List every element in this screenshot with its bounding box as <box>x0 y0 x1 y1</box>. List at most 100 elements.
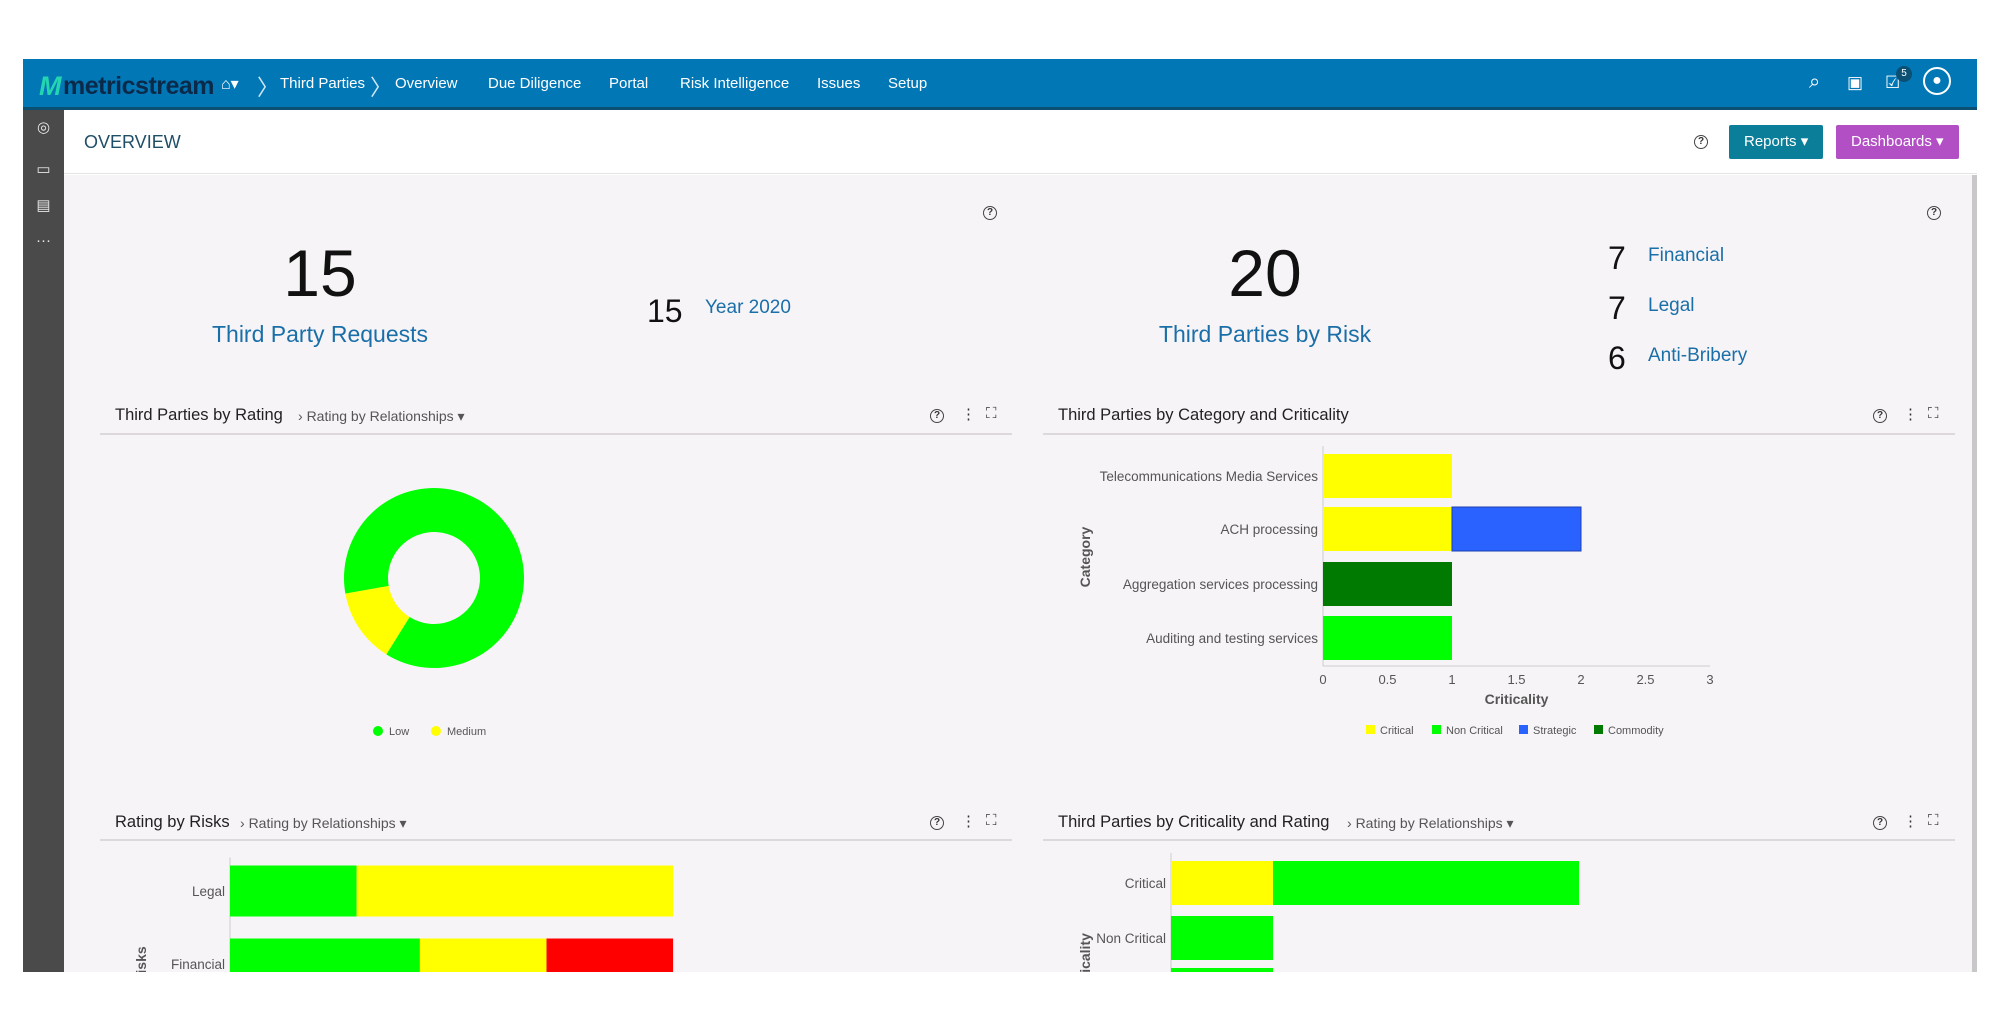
more-options-icon[interactable]: ⋮ <box>961 406 976 423</box>
expand-icon[interactable]: ⛶ <box>986 405 997 422</box>
nav-risk-intelligence[interactable]: Risk Intelligence <box>680 75 790 92</box>
expand-icon[interactable]: ⛶ <box>1928 812 1939 829</box>
bar-commodity <box>1323 562 1452 606</box>
x-tick-label: 0 <box>1319 672 1326 687</box>
home-icon[interactable]: ⌂▾ <box>221 76 239 93</box>
bar-low <box>1171 968 1273 972</box>
legend-marker-icon <box>1594 725 1603 734</box>
help-icon[interactable]: ? <box>1873 816 1887 830</box>
legend-marker-icon <box>373 726 383 736</box>
nav-setup[interactable]: Setup <box>888 75 928 92</box>
more-options-icon[interactable]: ⋮ <box>1903 813 1918 830</box>
kpi-risk-label[interactable]: Third Parties by Risk <box>1158 321 1372 347</box>
help-icon[interactable]: ? <box>930 816 944 830</box>
risk-antibribery-label[interactable]: Anti-Bribery <box>1648 345 1748 366</box>
donut-slice-low <box>344 488 524 668</box>
risk-financial-value: 7 <box>1608 240 1626 276</box>
kpi-year-value: 15 <box>647 293 683 329</box>
x-tick-label: 1 <box>1448 672 1455 687</box>
bar-non-critical <box>1323 616 1452 660</box>
y-axis-title: Category <box>1077 526 1093 587</box>
x-tick-label: 1.5 <box>1507 672 1525 687</box>
settings-target-icon[interactable]: ◎ <box>36 119 51 136</box>
legend-label: Non Critical <box>1446 725 1503 737</box>
legend-label: Strategic <box>1533 725 1577 737</box>
bar-critical <box>1323 507 1452 551</box>
x-tick-label: 2.5 <box>1636 672 1654 687</box>
legend-label: Low <box>389 726 409 738</box>
user-avatar-icon[interactable]: ● <box>1923 67 1951 95</box>
dashboards-button[interactable]: Dashboards ▾ <box>1836 125 1959 159</box>
category-label: ACH processing <box>1220 522 1318 537</box>
panel-rating-drilldown[interactable]: › Rating by Relationships ▾ <box>298 408 465 424</box>
divider <box>1043 839 1955 841</box>
legend-marker-icon <box>431 726 441 736</box>
help-icon[interactable]: ? <box>1694 135 1708 149</box>
legend-label: Commodity <box>1608 725 1664 737</box>
category-label: Legal <box>192 884 225 899</box>
help-icon[interactable]: ? <box>1927 206 1941 220</box>
logo-mark-icon: M <box>39 71 62 101</box>
bar-medium <box>419 938 547 972</box>
bar-low <box>1171 916 1273 960</box>
panel-risks-drilldown[interactable]: › Rating by Relationships ▾ <box>240 815 407 831</box>
x-tick-label: 0.5 <box>1378 672 1396 687</box>
category-label: Aggregation services processing <box>1123 577 1318 592</box>
bar-strategic <box>1451 506 1582 552</box>
nav-overview[interactable]: Overview <box>395 75 458 92</box>
y-axis-title: Risks <box>133 946 149 972</box>
breadcrumb-separator: 〉 <box>370 75 393 100</box>
panel-crit-drilldown[interactable]: › Rating by Relationships ▾ <box>1347 815 1514 831</box>
kpi-requests-value: 15 <box>283 236 357 310</box>
nav-issues[interactable]: Issues <box>817 75 861 92</box>
category-label: Financial <box>171 957 225 972</box>
x-tick-label: 2 <box>1577 672 1584 687</box>
inbox-icon[interactable]: ▤ <box>36 197 51 214</box>
breadcrumb-separator: 〉 <box>257 75 280 100</box>
bar-critical <box>1323 454 1452 498</box>
calendar-icon[interactable]: ▣ <box>1847 73 1864 92</box>
charts-layer: Low Medium Telecommunications Media Servic… <box>133 446 1714 972</box>
legend-marker-icon <box>1432 725 1441 734</box>
expand-icon[interactable]: ⛶ <box>986 812 997 829</box>
panel-rating-title: Third Parties by Rating <box>115 406 283 424</box>
help-icon[interactable]: ? <box>983 206 997 220</box>
kpi-requests-label[interactable]: Third Party Requests <box>211 321 429 347</box>
search-icon[interactable]: ⌕ <box>1809 71 1821 93</box>
monitor-icon[interactable]: ▭ <box>36 161 51 178</box>
reports-button[interactable]: Reports ▾ <box>1729 125 1824 159</box>
bar-low <box>230 938 420 972</box>
bar-high <box>546 938 674 972</box>
more-icon[interactable]: ··· <box>36 232 51 249</box>
page-header: OVERVIEW ? Reports ▾ Dashboards ▾ <box>64 110 1977 174</box>
kpi-year-label[interactable]: Year 2020 <box>705 297 791 318</box>
legend-label: Critical <box>1380 725 1414 737</box>
help-icon[interactable]: ? <box>930 409 944 423</box>
legend-marker-icon <box>1519 725 1528 734</box>
nav-third-parties[interactable]: Third Parties <box>280 75 366 92</box>
panel-crit-title: Third Parties by Criticality and Rating <box>1058 813 1330 831</box>
bar-low <box>230 865 357 917</box>
x-tick-label: 3 <box>1706 672 1713 687</box>
more-options-icon[interactable]: ⋮ <box>961 813 976 830</box>
risk-legal-label[interactable]: Legal <box>1648 295 1695 316</box>
category-label: Auditing and testing services <box>1146 631 1318 646</box>
panel-category-title: Third Parties by Category and Criticalit… <box>1058 406 1349 424</box>
risk-antibribery-value: 6 <box>1608 340 1626 376</box>
nav-due-diligence[interactable]: Due Diligence <box>488 75 582 92</box>
nav-portal[interactable]: Portal <box>609 75 649 92</box>
panel-risks-title: Rating by Risks <box>115 813 230 831</box>
left-sidebar: ◎ ▭ ▤ ··· <box>23 110 64 972</box>
expand-icon[interactable]: ⛶ <box>1928 405 1939 422</box>
help-icon[interactable]: ? <box>1873 409 1887 423</box>
risk-financial-label[interactable]: Financial <box>1648 245 1725 266</box>
scrollbar[interactable] <box>1972 175 1977 972</box>
risk-legal-value: 7 <box>1608 290 1626 326</box>
legend-marker-icon <box>1366 725 1375 734</box>
notification-badge: 5 <box>1896 66 1912 82</box>
more-options-icon[interactable]: ⋮ <box>1903 406 1918 423</box>
y-axis-title: Criticality <box>1077 933 1093 972</box>
category-label: Non Critical <box>1096 931 1166 946</box>
